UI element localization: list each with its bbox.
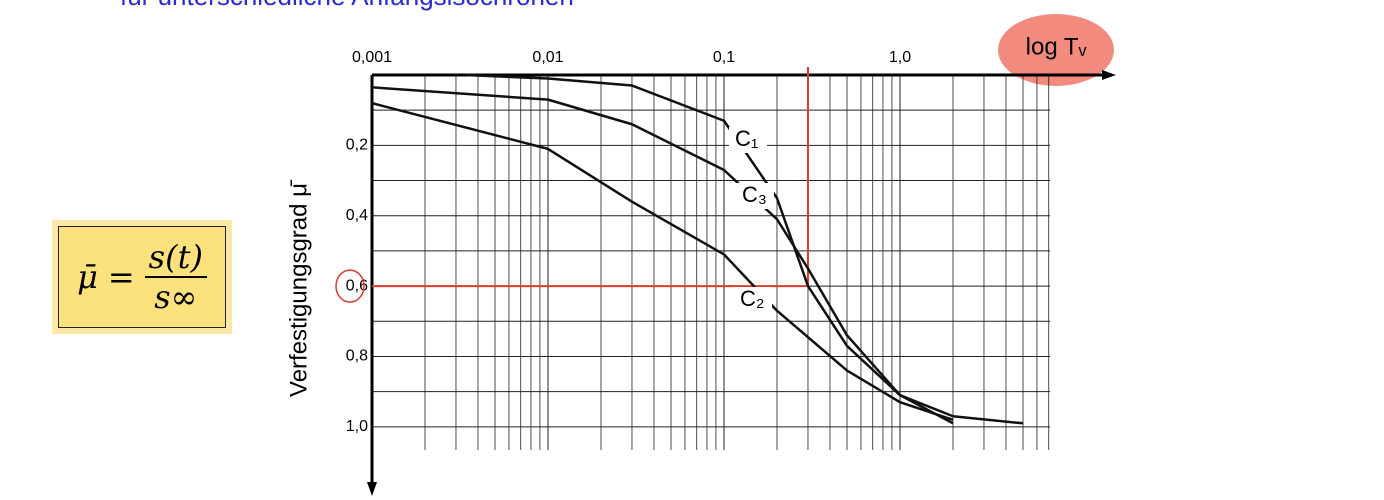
formula-fraction: s(t) s∞ [144, 238, 207, 316]
y-axis-arrow [367, 482, 377, 496]
label-highlight [998, 14, 1114, 86]
x-tick-label: 0,01 [532, 49, 563, 66]
y-tick-label: 0,4 [346, 207, 368, 224]
series-label: C₁ [735, 126, 758, 151]
formula-numerator: s(t) [144, 238, 207, 278]
formula-lhs: μ̄ [77, 258, 98, 296]
y-tick-label: 0,6 [346, 277, 368, 294]
y-tick-label: 0,8 [346, 348, 368, 365]
chart-title: für unterschiedliche Anfangsisochronen [120, 0, 574, 11]
series-label: C₂ [740, 286, 764, 311]
x-tick-label: 1,0 [889, 49, 911, 66]
series-label-bg [729, 127, 767, 153]
formula-op: = [107, 258, 135, 296]
x-axis-label: log Tᵥ [1026, 33, 1087, 60]
series-label: C₃ [742, 182, 767, 207]
y-tick-label: 0,2 [346, 137, 368, 154]
x-tick-label: 0,1 [713, 49, 735, 66]
x-tick-label: 0,001 [352, 49, 392, 66]
series-line [371, 101, 954, 421]
y-tick-label: 1,0 [346, 418, 368, 435]
series-label-bg [736, 183, 774, 209]
x-axis-arrow [1102, 70, 1116, 80]
y-axis-label: Verfestigungsgrad μ̄ [285, 179, 312, 397]
series-label-bg [734, 287, 772, 313]
formula-denominator: s∞ [154, 278, 198, 316]
formula-box: μ̄ = s(t) s∞ [58, 226, 226, 328]
reference-circle [335, 269, 365, 303]
series-line [371, 86, 954, 425]
